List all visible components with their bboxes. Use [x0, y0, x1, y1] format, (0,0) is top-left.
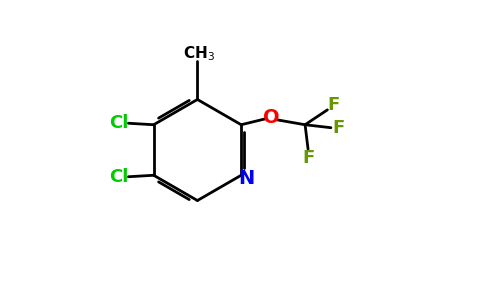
Text: F: F	[333, 119, 345, 137]
Text: N: N	[239, 169, 255, 188]
Text: O: O	[263, 108, 279, 127]
Text: CH$_3$: CH$_3$	[183, 44, 215, 63]
Text: F: F	[327, 96, 339, 114]
Text: Cl: Cl	[109, 168, 129, 186]
Text: Cl: Cl	[109, 114, 129, 132]
Text: F: F	[302, 149, 314, 167]
